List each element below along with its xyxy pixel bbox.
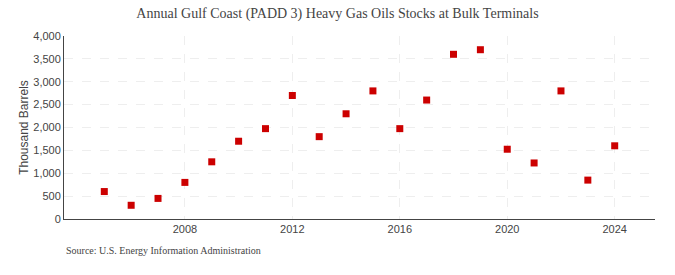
svg-text:1,500: 1,500 [33, 144, 61, 156]
svg-text:3,500: 3,500 [33, 53, 61, 65]
svg-text:2,000: 2,000 [33, 121, 61, 133]
svg-text:2,500: 2,500 [33, 98, 61, 110]
svg-text:2020: 2020 [495, 223, 519, 235]
svg-text:Thousand Barrels: Thousand Barrels [17, 80, 31, 175]
svg-text:1,000: 1,000 [33, 167, 61, 179]
svg-text:500: 500 [42, 190, 60, 202]
svg-text:Annual Gulf Coast (PADD 3) Hea: Annual Gulf Coast (PADD 3) Heavy Gas Oil… [136, 6, 538, 22]
svg-text:2012: 2012 [280, 223, 304, 235]
svg-text:0: 0 [55, 213, 61, 225]
svg-text:Source: U.S. Energy Informatio: Source: U.S. Energy Information Administ… [66, 245, 261, 256]
svg-text:2008: 2008 [173, 223, 197, 235]
svg-text:4,000: 4,000 [33, 30, 61, 42]
svg-text:2024: 2024 [602, 223, 626, 235]
svg-text:3,000: 3,000 [33, 76, 61, 88]
svg-text:2016: 2016 [388, 223, 412, 235]
